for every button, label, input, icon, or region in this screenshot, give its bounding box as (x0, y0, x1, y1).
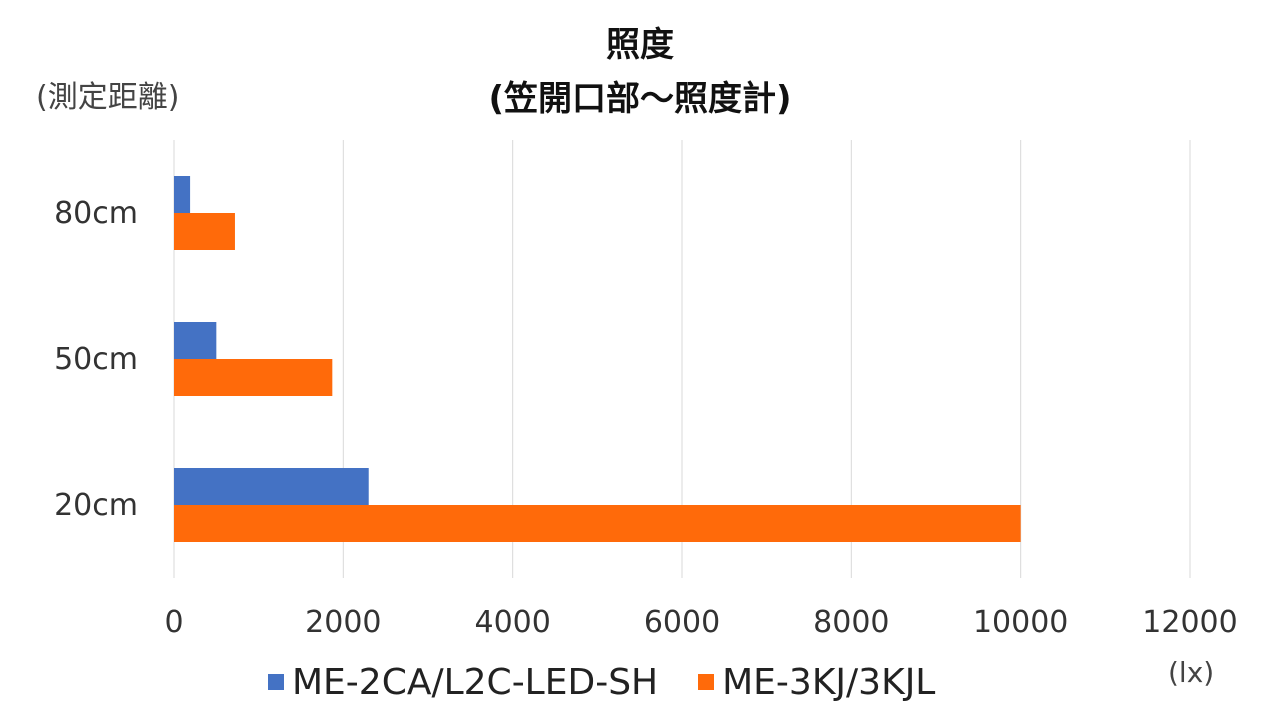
bar-2 (174, 505, 1021, 542)
bar-2 (174, 359, 333, 396)
bar-chart: 0 2000 4000 6000 8000 10000 12000 20cm 50cm 80cm (54, 140, 1238, 640)
legend-item-series-1: ME-2CA/L2C-LED-SH (268, 662, 658, 703)
chart-title-line2: (笠開口部〜照度計) (488, 79, 792, 119)
bar-1 (174, 176, 191, 213)
bar-1 (174, 322, 217, 359)
x-tick-label: 4000 (474, 605, 550, 640)
x-tick-label: 6000 (644, 605, 720, 640)
y-tick-label: 50cm (54, 342, 138, 377)
legend: ME-2CA/L2C-LED-SH ME-3KJ/3KJL (268, 660, 975, 704)
y-tick-label: 80cm (54, 196, 138, 231)
x-tick-label: 10000 (973, 605, 1068, 640)
legend-swatch-series-1 (268, 674, 284, 690)
legend-item-series-2: ME-3KJ/3KJL (698, 662, 935, 703)
legend-label-series-2: ME-3KJ/3KJL (722, 661, 936, 703)
bar-1 (174, 468, 369, 505)
x-tick-label: 8000 (813, 605, 889, 640)
bar-2 (174, 213, 235, 250)
y-axis-label: (測定距離) (36, 80, 180, 115)
legend-swatch-series-2 (698, 674, 715, 690)
x-tick-label: 0 (164, 605, 183, 640)
y-tick-label: 20cm (54, 488, 138, 523)
chart-title-line1: 照度 (606, 25, 674, 65)
x-axis-unit-label: (lx) (1168, 656, 1215, 689)
legend-label-series-1: ME-2CA/L2C-LED-SH (292, 661, 659, 703)
x-tick-label: 12000 (1142, 605, 1237, 640)
x-tick-label: 2000 (305, 605, 381, 640)
